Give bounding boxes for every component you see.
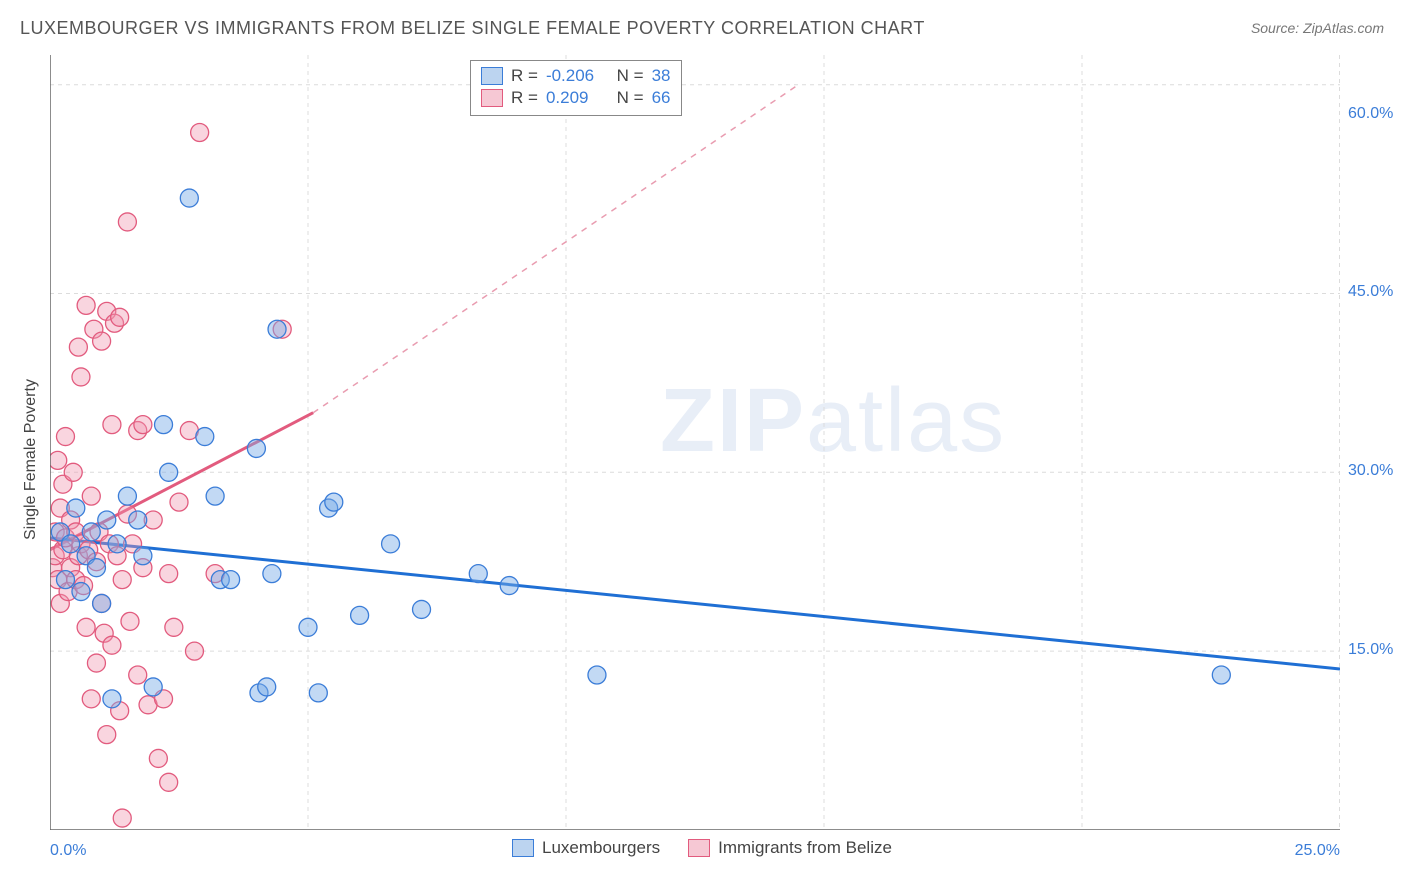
correlation-legend: R = -0.206 N = 38 R = 0.209 N = 66 xyxy=(470,60,682,116)
r-value: 0.209 xyxy=(546,88,604,108)
y-tick-label: 15.0% xyxy=(1348,641,1393,659)
r-label: R = xyxy=(511,88,538,108)
x-tick-label: 0.0% xyxy=(50,842,86,860)
y-tick-label: 45.0% xyxy=(1348,283,1393,301)
y-tick-label: 60.0% xyxy=(1348,105,1393,123)
legend-row: R = 0.209 N = 66 xyxy=(481,87,671,109)
series-label: Immigrants from Belize xyxy=(718,838,892,858)
legend-row: R = -0.206 N = 38 xyxy=(481,65,671,87)
n-label: N = xyxy=(612,88,644,108)
legend-swatch xyxy=(481,67,503,85)
r-label: R = xyxy=(511,66,538,86)
series-legend-item: Immigrants from Belize xyxy=(688,838,892,858)
legend-swatch xyxy=(481,89,503,107)
scatter-chart xyxy=(50,55,1340,830)
series-legend: Luxembourgers Immigrants from Belize xyxy=(512,838,892,858)
legend-swatch xyxy=(688,839,710,857)
series-label: Luxembourgers xyxy=(542,838,660,858)
y-tick-label: 30.0% xyxy=(1348,462,1393,480)
legend-swatch xyxy=(512,839,534,857)
source-attribution: Source: ZipAtlas.com xyxy=(1251,20,1384,36)
n-label: N = xyxy=(612,66,644,86)
chart-title: LUXEMBOURGER VS IMMIGRANTS FROM BELIZE S… xyxy=(20,18,925,39)
n-value: 38 xyxy=(652,66,671,86)
y-axis-label: Single Female Poverty xyxy=(22,379,40,540)
n-value: 66 xyxy=(652,88,671,108)
x-tick-label: 25.0% xyxy=(1295,842,1340,860)
r-value: -0.206 xyxy=(546,66,604,86)
series-legend-item: Luxembourgers xyxy=(512,838,660,858)
